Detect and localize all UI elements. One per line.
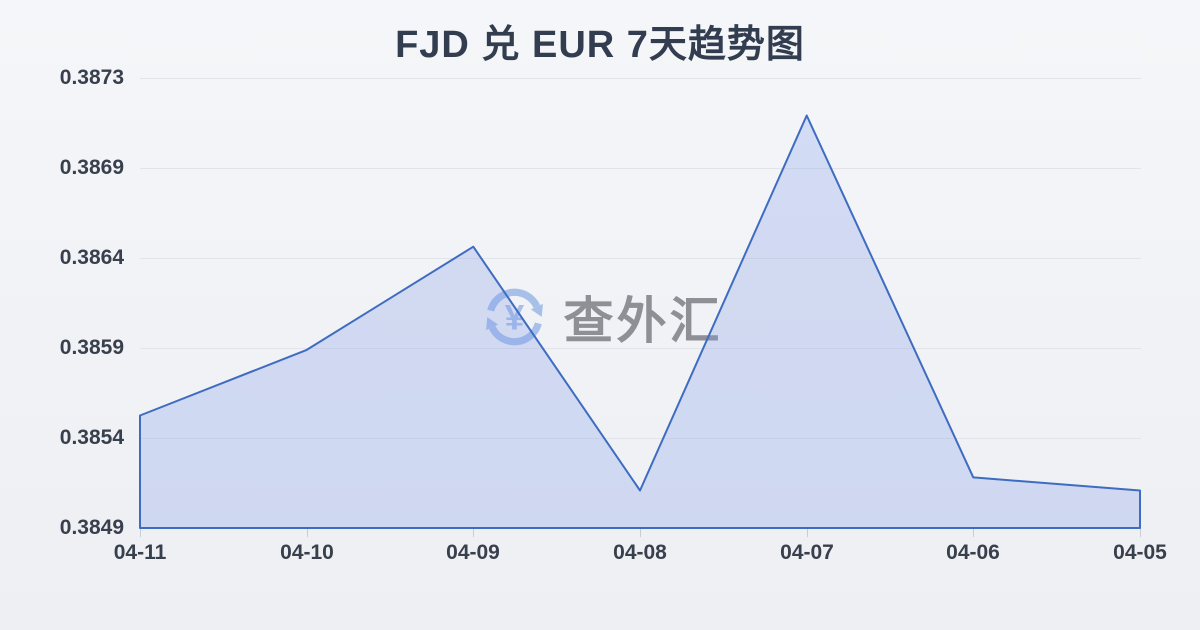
- y-axis-label: 0.3854: [59, 426, 124, 449]
- x-axis-label: 04-06: [946, 541, 1000, 564]
- x-axis-label: 04-09: [446, 541, 500, 564]
- watermark-text: 查外汇: [563, 293, 723, 349]
- exchange-arrowhead: [486, 317, 499, 331]
- yuan-symbol: ¥: [505, 298, 525, 337]
- y-axis-label: 0.3859: [59, 336, 124, 359]
- x-axis-label: 04-11: [113, 541, 167, 564]
- exchange-arrow-top-arc: [487, 288, 541, 312]
- x-axis-label: 04-08: [613, 541, 667, 564]
- area-series: [139, 114, 1141, 529]
- currency-exchange-icon: ¥: [486, 288, 543, 346]
- y-axis-label: 0.3864: [59, 246, 124, 269]
- x-axis-label: 04-10: [280, 541, 334, 564]
- y-axis-label: 0.3849: [59, 516, 124, 539]
- exchange-arrow-bottom-arc: [488, 322, 542, 346]
- x-axis-label: 04-05: [1113, 541, 1167, 564]
- watermark: ¥ 查外汇: [478, 280, 723, 354]
- y-axis-label: 0.3869: [59, 156, 124, 179]
- chart-title: FJD 兑 EUR 7天趋势图: [395, 24, 805, 66]
- exchange-arrowhead: [530, 303, 543, 317]
- y-axis-label: 0.3873: [59, 66, 124, 89]
- x-axis-label: 04-07: [780, 541, 834, 564]
